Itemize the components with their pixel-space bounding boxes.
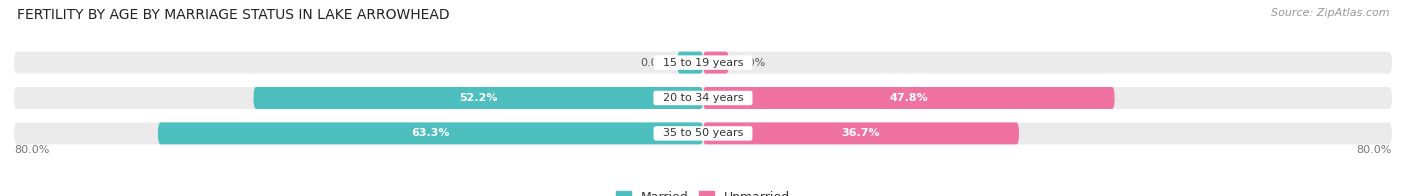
Text: 80.0%: 80.0% <box>14 145 49 155</box>
Text: FERTILITY BY AGE BY MARRIAGE STATUS IN LAKE ARROWHEAD: FERTILITY BY AGE BY MARRIAGE STATUS IN L… <box>17 8 450 22</box>
Text: 47.8%: 47.8% <box>890 93 928 103</box>
FancyBboxPatch shape <box>157 122 703 144</box>
Text: 52.2%: 52.2% <box>458 93 498 103</box>
FancyBboxPatch shape <box>14 87 1392 109</box>
FancyBboxPatch shape <box>703 87 1115 109</box>
Text: 0.0%: 0.0% <box>738 58 766 68</box>
Text: 80.0%: 80.0% <box>1357 145 1392 155</box>
FancyBboxPatch shape <box>253 87 703 109</box>
FancyBboxPatch shape <box>14 52 1392 74</box>
Text: 36.7%: 36.7% <box>842 128 880 138</box>
FancyBboxPatch shape <box>703 122 1019 144</box>
Text: 0.0%: 0.0% <box>640 58 669 68</box>
FancyBboxPatch shape <box>14 122 1392 144</box>
Text: 20 to 34 years: 20 to 34 years <box>655 93 751 103</box>
FancyBboxPatch shape <box>678 52 703 74</box>
Legend: Married, Unmarried: Married, Unmarried <box>616 191 790 196</box>
Text: 63.3%: 63.3% <box>411 128 450 138</box>
FancyBboxPatch shape <box>703 52 728 74</box>
Text: Source: ZipAtlas.com: Source: ZipAtlas.com <box>1271 8 1389 18</box>
Text: 15 to 19 years: 15 to 19 years <box>655 58 751 68</box>
Text: 35 to 50 years: 35 to 50 years <box>655 128 751 138</box>
